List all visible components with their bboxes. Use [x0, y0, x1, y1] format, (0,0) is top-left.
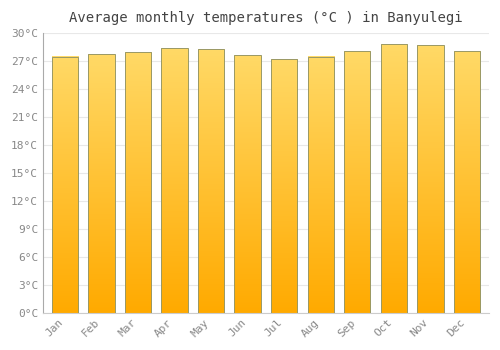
Bar [125, 52, 151, 313]
Bar [162, 48, 188, 313]
Bar [234, 55, 261, 313]
Bar [52, 56, 78, 313]
Title: Average monthly temperatures (°C ) in Banyulegi: Average monthly temperatures (°C ) in Ba… [69, 11, 462, 25]
Bar [380, 44, 407, 313]
Bar [271, 59, 297, 313]
Bar [417, 46, 444, 313]
Bar [344, 51, 370, 313]
Bar [454, 51, 480, 313]
Bar [198, 49, 224, 313]
Bar [308, 56, 334, 313]
Bar [88, 54, 115, 313]
